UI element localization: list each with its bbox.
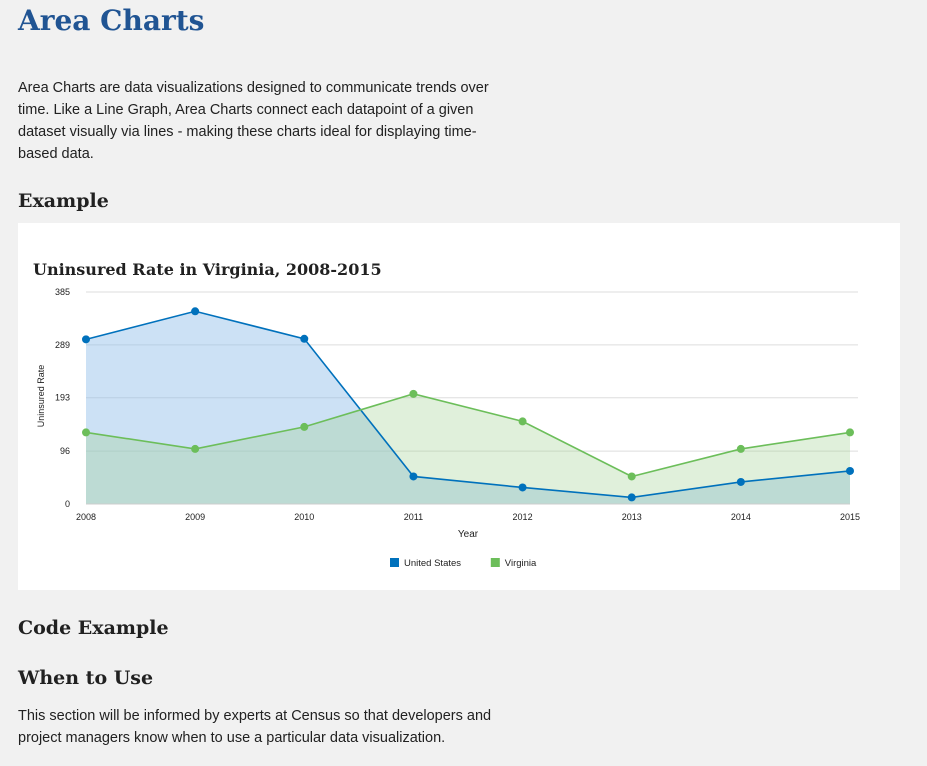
legend-label: Virginia: [505, 558, 537, 569]
x-tick-label: 2011: [404, 512, 423, 522]
data-point: [846, 428, 854, 437]
line-virginia: [85, 393, 851, 478]
data-point: [736, 477, 745, 486]
when-to-use-paragraph: This section will be informed by experts…: [18, 708, 492, 746]
data-point: [191, 307, 200, 316]
area-united-states: [86, 311, 850, 504]
chart-card: Uninsured Rate in Virginia, 2008-2015 0 9…: [18, 223, 900, 590]
y-axis-title: Uninsured Rate: [36, 365, 46, 428]
y-tick-label: 0: [65, 499, 70, 509]
data-point: [409, 472, 418, 481]
data-point: [300, 422, 309, 431]
x-tick-label: 2012: [513, 512, 533, 522]
series-lines: [85, 310, 851, 499]
data-points: [82, 307, 854, 502]
x-tick-label: 2008: [76, 512, 96, 522]
data-point: [191, 444, 200, 453]
area-virginia: [86, 393, 850, 504]
intro-paragraph: Area Charts are data visualizations desi…: [18, 80, 489, 162]
code-example-heading: Code Example: [18, 617, 169, 639]
y-tick-label: 385: [55, 287, 70, 297]
data-point: [736, 444, 745, 453]
example-heading: Example: [18, 190, 109, 212]
x-tick-label: 2010: [294, 512, 314, 522]
x-tick-label: 2014: [731, 512, 751, 522]
x-tick-label: 2015: [840, 512, 860, 522]
legend-swatch: [490, 558, 500, 567]
y-tick-label: 289: [55, 340, 70, 350]
y-tick-label: 193: [55, 393, 70, 403]
data-point: [518, 417, 527, 426]
data-point: [82, 428, 90, 437]
data-point: [300, 334, 309, 343]
data-point: [846, 466, 854, 475]
line-united-states: [85, 310, 851, 499]
area-chart: Uninsured Rate in Virginia, 2008-2015 0 9…: [33, 260, 860, 569]
page-title: Area Charts: [18, 4, 205, 37]
chart-title: Uninsured Rate in Virginia, 2008-2015: [33, 260, 382, 279]
data-point: [409, 389, 418, 398]
legend-label: United States: [404, 558, 461, 569]
data-point: [518, 483, 527, 492]
data-point: [627, 493, 636, 502]
x-tick-label: 2013: [622, 512, 642, 522]
x-axis-title: Year: [458, 529, 479, 540]
data-point: [627, 472, 636, 481]
legend: United States Virginia: [390, 558, 537, 569]
data-point: [82, 335, 90, 344]
area-fills: [86, 311, 850, 504]
axes: 0 96 193 289 385 2008 2009 2010 2011 2012 2013 2014…: [55, 287, 860, 522]
x-tick-label: 2009: [185, 512, 205, 522]
y-tick-label: 96: [60, 446, 70, 456]
when-to-use-heading: When to Use: [18, 667, 154, 689]
legend-swatch: [390, 558, 399, 567]
